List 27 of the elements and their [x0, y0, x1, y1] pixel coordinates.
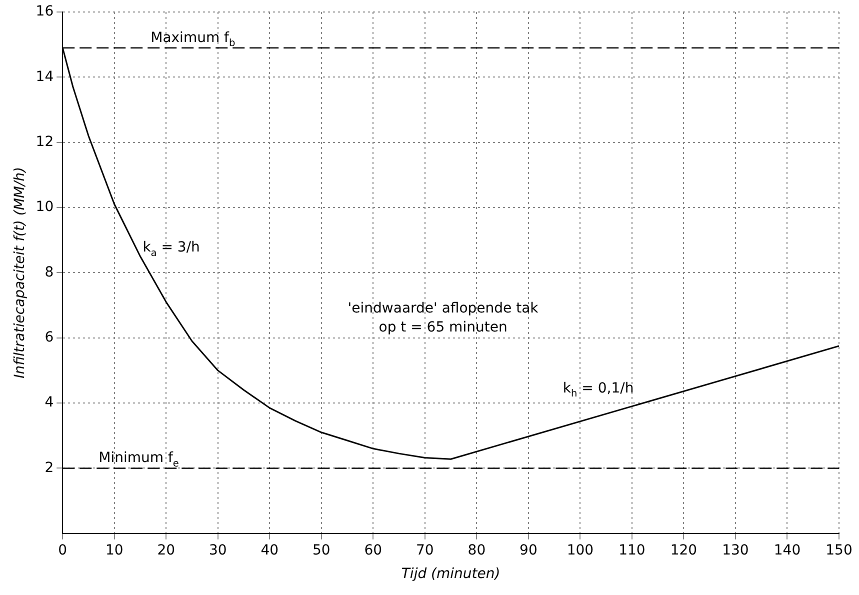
x-tick-label: 100: [566, 542, 594, 558]
y-tick-label: 4: [44, 394, 54, 411]
x-tick-label: 80: [468, 542, 486, 558]
x-tick-label: 90: [520, 542, 538, 558]
y-tick-label: 12: [36, 134, 54, 150]
x-tick-label: 50: [312, 542, 330, 558]
y-tick-label: 10: [36, 199, 54, 216]
x-tick-label: 70: [416, 542, 434, 558]
y-tick-label: 6: [44, 330, 54, 346]
x-tick-label: 30: [208, 542, 227, 558]
x-tick-label: 0: [58, 542, 68, 558]
x-tick-label: 10: [105, 542, 124, 558]
y-axis-title: Infiltratiecapaciteit f(t) (MM/h): [12, 166, 28, 378]
y-tick-label: 16: [36, 4, 54, 20]
y-tick-label: 2: [44, 460, 54, 476]
y-tick-label: 8: [44, 264, 54, 280]
x-tick-label: 140: [774, 542, 801, 558]
x-tick-label: 130: [722, 542, 749, 558]
x-tick-label: 110: [618, 542, 646, 558]
x-tick-label: 20: [157, 542, 176, 558]
x-tick-label: 60: [364, 542, 382, 558]
x-tick-label: 150: [826, 542, 852, 558]
annotation: 'eindwaarde' aflopende tak op t = 65 minuten: [348, 300, 540, 336]
y-tick-label: 14: [36, 68, 54, 85]
x-tick-label: 40: [260, 542, 279, 558]
x-tick-label: 120: [670, 542, 698, 558]
x-axis-title: Tijd (minuten): [401, 566, 500, 582]
